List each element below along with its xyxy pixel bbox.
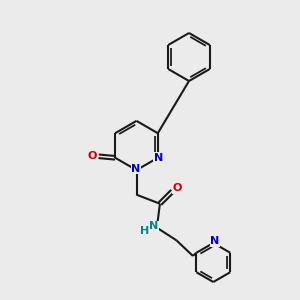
Text: O: O	[172, 183, 182, 193]
Text: N: N	[149, 221, 158, 231]
Text: N: N	[154, 153, 163, 163]
Text: N: N	[131, 164, 140, 174]
Text: H: H	[140, 226, 149, 236]
Text: O: O	[87, 151, 97, 161]
Text: N: N	[210, 236, 219, 247]
